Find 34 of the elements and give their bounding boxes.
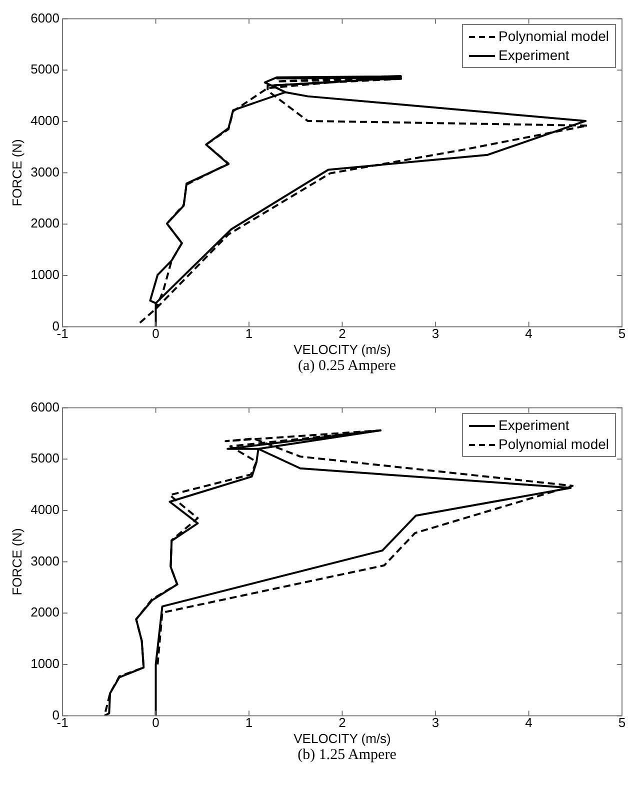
legend-label: Experiment xyxy=(498,46,570,65)
x-tick-label: 0 xyxy=(152,326,160,342)
x-tick-label: 1 xyxy=(245,326,253,342)
y-tick-label: 2000 xyxy=(30,604,60,620)
x-tick-label: 5 xyxy=(618,326,626,342)
x-tick-label: 2 xyxy=(338,715,346,730)
x-axis-title: VELOCITY (m/s) xyxy=(294,342,391,357)
y-tick-label: 6000 xyxy=(30,10,60,26)
y-tick-label: 1000 xyxy=(30,656,60,672)
x-tick-label: 2 xyxy=(338,326,346,342)
x-tick-label: 5 xyxy=(618,715,626,730)
x-tick-label: 3 xyxy=(432,715,440,730)
y-tick-label: 5000 xyxy=(30,450,60,466)
legend-label: Polynomial model xyxy=(498,435,609,454)
y-tick-label: 2000 xyxy=(30,216,60,231)
x-axis-title: VELOCITY (m/s) xyxy=(294,730,391,746)
y-tick-label: 4000 xyxy=(30,502,60,518)
y-tick-label: 3000 xyxy=(30,553,60,568)
y-tick-label: 4000 xyxy=(30,113,60,128)
x-tick-label: 3 xyxy=(432,326,440,342)
text: (b) 1.25 Ampere xyxy=(296,747,398,764)
text: (a) 0.25 Ampere xyxy=(297,358,397,375)
legend-label: Polynomial model xyxy=(498,27,609,46)
y-tick-label: 5000 xyxy=(30,62,60,77)
y-tick-label: 6000 xyxy=(30,399,60,414)
y-axis-title: FORCE (N) xyxy=(9,528,24,596)
x-tick-label: 4 xyxy=(525,326,532,342)
y-tick-label: 3000 xyxy=(30,164,60,180)
legend-label: Experiment xyxy=(498,416,570,435)
y-tick-label: 1000 xyxy=(30,267,60,282)
x-tick-label: 0 xyxy=(152,715,160,730)
y-axis-title: FORCE (N) xyxy=(9,139,24,206)
x-tick-label: 4 xyxy=(525,715,532,730)
x-tick-label: 1 xyxy=(245,715,253,730)
